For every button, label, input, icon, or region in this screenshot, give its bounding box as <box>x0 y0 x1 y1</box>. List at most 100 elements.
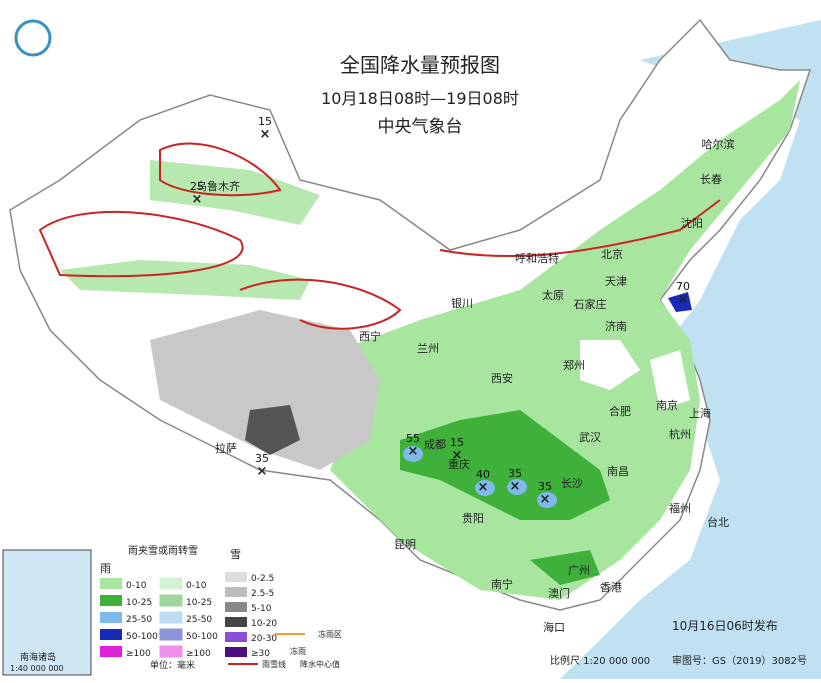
center-mark: × <box>678 292 689 307</box>
legend-swatch <box>100 629 122 640</box>
center-value: 40 <box>476 468 490 481</box>
city-label: 重庆 <box>448 457 470 471</box>
legend-label: 50-100 <box>126 632 158 642</box>
legend-swatch <box>159 611 183 624</box>
center-value: 15 <box>258 115 272 128</box>
center-value: 55 <box>406 432 420 445</box>
rain-25-50 <box>403 446 423 462</box>
center-mark: × <box>192 192 203 207</box>
snow-line-east <box>439 199 721 258</box>
city-label: 南昌 <box>607 465 629 478</box>
legend-label: 冻雨区 <box>318 629 342 639</box>
city-label: 乌鲁木齐 <box>196 179 240 193</box>
legend-swatch <box>225 647 247 657</box>
city-label: 成都 <box>424 438 446 451</box>
legend-label: 5-10 <box>251 604 272 614</box>
city-label: 合肥 <box>609 404 631 418</box>
city-label: 长沙 <box>561 477 583 490</box>
legend-label: 降水中心值 <box>300 659 340 669</box>
legend-label: 0-2.5 <box>251 574 274 584</box>
city-label: 南京 <box>656 398 678 412</box>
inset-label: 南海诸岛 <box>20 651 56 663</box>
center-value: 70 <box>676 280 690 293</box>
center-value: 35 <box>255 452 269 465</box>
legend-label: 10-20 <box>251 619 277 629</box>
city-label: 长春 <box>700 173 722 186</box>
legend-label: ≥30 <box>251 649 270 659</box>
legend-label: 0-10 <box>186 581 207 591</box>
legend-label: 20-30 <box>251 634 277 644</box>
rain-25-50 <box>475 480 495 496</box>
legend-label: 0-10 <box>126 581 147 591</box>
center-mark: × <box>452 448 463 463</box>
city-label: 贵阳 <box>462 512 484 525</box>
snow-5-10 <box>245 405 300 455</box>
legend-rain: 雨 <box>100 562 111 575</box>
snow-0-2-5 <box>150 310 380 470</box>
city-label: 北京 <box>601 247 623 261</box>
center-mark: × <box>408 444 419 459</box>
city-label: 天津 <box>605 275 627 288</box>
legend-label: 10-25 <box>186 598 212 608</box>
snow-line <box>38 142 402 330</box>
org: 中央气象台 <box>378 117 463 137</box>
city-label: 昆明 <box>394 538 416 551</box>
legend-swatch <box>225 587 247 597</box>
city-label: 银川 <box>451 296 473 310</box>
logo <box>14 19 52 57</box>
city-label: 郑州 <box>563 358 585 372</box>
legend-swatch <box>225 617 247 627</box>
city-label: 太原 <box>542 289 564 302</box>
city-label: 西宁 <box>359 329 381 343</box>
center-value: 25 <box>190 180 204 193</box>
legend-unit: 单位：毫米 <box>150 659 195 671</box>
city-label: 南宁 <box>491 577 513 591</box>
rain-10-25 <box>400 410 610 585</box>
rain-25-50 <box>537 492 557 508</box>
legend-label: 2.5-5 <box>251 589 274 599</box>
center-mark: × <box>260 127 271 142</box>
city-label: 台北 <box>707 515 729 529</box>
legend-swatch <box>100 646 122 657</box>
center-value: 35 <box>508 467 522 480</box>
city-label: 西安 <box>491 371 513 385</box>
legend-label: 25-50 <box>186 615 212 625</box>
legend-swatch <box>159 577 183 590</box>
inset-scale: 1:40 000 000 <box>10 664 64 673</box>
legend-swatch <box>100 578 122 589</box>
city-label: 呼和浩特 <box>515 251 559 265</box>
city-label: 兰州 <box>417 342 439 355</box>
rain-50-100 <box>668 292 692 312</box>
scale: 比例尺 1:20 000 000 <box>550 654 650 667</box>
legend-label: ≥100 <box>126 649 151 659</box>
period: 10月18日08时—19日08时 <box>321 89 519 108</box>
center-mark: × <box>510 479 521 494</box>
legend-swatch <box>225 632 247 642</box>
legend-swatch <box>159 645 183 658</box>
city-label: 澳门 <box>548 586 570 600</box>
center-value: 15 <box>450 436 464 449</box>
legend-label: ≥100 <box>186 649 211 659</box>
legend-label: 25-50 <box>126 615 152 625</box>
legend-label: 50-100 <box>186 632 218 642</box>
issued: 10月16日06时发布 <box>672 618 778 633</box>
legend-snow: 雪 <box>230 548 241 561</box>
legend-swatch <box>100 612 122 623</box>
city-label: 海口 <box>543 620 565 634</box>
city-label: 石家庄 <box>574 297 607 311</box>
legend-swatch <box>100 595 122 606</box>
review: 审图号：GS（2019）3082号 <box>672 654 807 667</box>
center-value: 35 <box>538 480 552 493</box>
city-label: 香港 <box>600 581 622 594</box>
title: 全国降水量预报图 <box>340 53 500 77</box>
legend-label: 雨雪线 <box>262 659 286 669</box>
center-mark: × <box>540 492 551 507</box>
legend-mix: 雨夹雪或雨转雪 <box>128 544 198 557</box>
dry-area <box>580 340 690 410</box>
inset <box>2 549 92 676</box>
legend-swatch <box>159 628 183 641</box>
city-label: 福州 <box>669 501 691 515</box>
city-label: 哈尔滨 <box>702 137 735 151</box>
center-mark: × <box>257 464 268 479</box>
